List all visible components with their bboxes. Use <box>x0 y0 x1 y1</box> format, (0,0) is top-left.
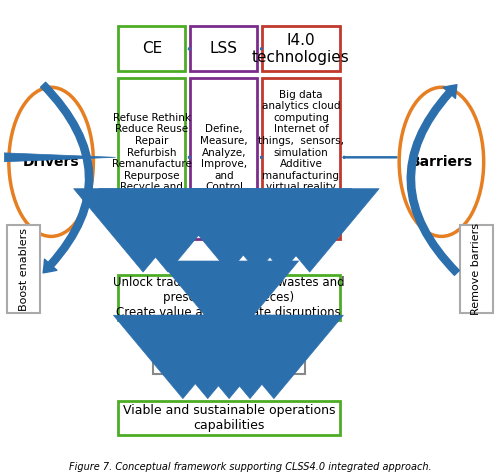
Ellipse shape <box>399 87 483 236</box>
FancyBboxPatch shape <box>8 225 40 313</box>
Text: Unlock tradeoffs (eliminate wastes and
preserve ressoureces)
Create value and mi: Unlock tradeoffs (eliminate wastes and p… <box>113 276 344 319</box>
Text: Barriers: Barriers <box>410 155 473 169</box>
Text: Big data
analytics cloud
computing
Internet of
things,  sensors,
simulation
Addi: Big data analytics cloud computing Inter… <box>258 90 344 227</box>
Text: New capabilities: New capabilities <box>178 354 280 367</box>
Text: CE: CE <box>142 42 162 56</box>
FancyBboxPatch shape <box>190 26 258 71</box>
Text: Refuse Rethink
Reduce Reuse
Repair
Refurbish
Remanufacture
Repurpose
Recycle and: Refuse Rethink Reduce Reuse Repair Refur… <box>112 113 192 204</box>
FancyBboxPatch shape <box>262 26 340 71</box>
Text: Figure 7. Conceptual framework supporting CLSS4.0 integrated approach.: Figure 7. Conceptual framework supportin… <box>68 463 432 472</box>
Text: Drivers: Drivers <box>23 155 80 169</box>
FancyBboxPatch shape <box>118 275 340 320</box>
Text: LSS: LSS <box>210 42 238 56</box>
FancyBboxPatch shape <box>460 225 492 313</box>
FancyBboxPatch shape <box>118 78 186 239</box>
Ellipse shape <box>9 87 94 236</box>
Text: Boost enablers: Boost enablers <box>18 228 28 311</box>
FancyBboxPatch shape <box>190 78 258 239</box>
FancyBboxPatch shape <box>118 401 340 435</box>
FancyArrowPatch shape <box>40 82 93 273</box>
Text: Remove barriers: Remove barriers <box>472 223 482 315</box>
FancyBboxPatch shape <box>262 78 340 239</box>
FancyBboxPatch shape <box>118 26 186 71</box>
FancyBboxPatch shape <box>153 347 304 374</box>
FancyArrowPatch shape <box>407 84 460 275</box>
Text: I4.0
technologies: I4.0 technologies <box>252 33 350 65</box>
Text: Define,
Measure,
Analyze,
Improve,
and
Control: Define, Measure, Analyze, Improve, and C… <box>200 125 248 193</box>
Text: Viable and sustainable operations
capabilities: Viable and sustainable operations capabi… <box>122 405 335 432</box>
